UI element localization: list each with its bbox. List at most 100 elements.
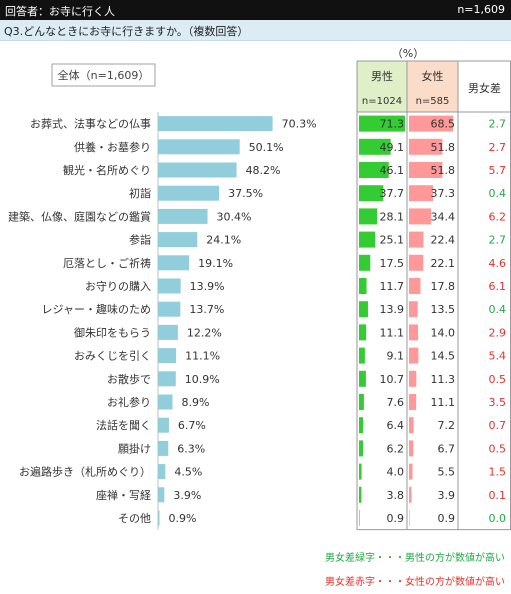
category-label: その他 [118, 512, 151, 525]
female-bar [409, 138, 443, 155]
male-bar [359, 254, 371, 271]
female-value: 51.8 [431, 141, 456, 154]
bar [158, 394, 173, 410]
male-value: 4.0 [387, 466, 405, 479]
bar [158, 139, 240, 155]
male-value: 6.4 [387, 419, 405, 432]
bar-value-label: 8.9% [182, 396, 210, 409]
bar [158, 440, 169, 456]
female-value: 3.9 [438, 489, 456, 502]
bar-value-label: 19.1% [198, 257, 233, 270]
male-value: 28.1 [380, 210, 405, 223]
bar-value-label: 4.5% [174, 466, 202, 479]
bar [158, 255, 190, 271]
bar-value-label: 48.2% [246, 164, 281, 177]
female-bar [409, 324, 419, 341]
diff-value: 0.5 [489, 442, 507, 455]
diff-value: 6.2 [489, 210, 507, 223]
male-bar [359, 162, 389, 178]
female-value: 7.2 [438, 419, 456, 432]
male-bar [359, 208, 378, 225]
female-header-bg [407, 61, 458, 112]
diff-value: 0.4 [489, 303, 507, 316]
diff-header-label: 男女差 [468, 81, 501, 95]
female-value: 34.4 [431, 210, 456, 223]
bar-value-label: 13.9% [190, 280, 225, 293]
female-bar [409, 347, 419, 364]
male-bar [359, 370, 366, 387]
male-bar [359, 463, 362, 480]
bar [158, 510, 160, 526]
female-header-label: 女性 [422, 69, 444, 83]
bar [158, 417, 169, 433]
bar-value-label: 30.4% [217, 210, 252, 223]
bar-value-label: 12.2% [187, 326, 222, 339]
diff-value: 1.5 [489, 466, 507, 479]
unit-label: （%） [392, 47, 424, 60]
category-label: 観光・名所めぐり [63, 163, 151, 177]
diff-value: 0.5 [489, 373, 507, 386]
total-label-box [51, 63, 156, 87]
female-value: 11.3 [431, 373, 456, 386]
header-count: n=1,609 [457, 3, 505, 16]
female-value: 11.1 [431, 396, 456, 409]
female-value: 51.8 [431, 164, 456, 177]
bar [158, 232, 198, 248]
male-bar [359, 486, 362, 503]
bar-value-label: 6.7% [178, 419, 206, 432]
diff-value: 5.7 [489, 164, 507, 177]
male-bar [359, 278, 367, 294]
category-label: おみくじを引く [74, 349, 151, 363]
diff-value: 0.7 [489, 419, 507, 432]
diff-value: 0.4 [489, 187, 507, 200]
male-header-bg [357, 61, 407, 112]
male-value: 6.2 [387, 442, 405, 455]
bar-value-label: 70.3% [282, 118, 317, 131]
female-bar [409, 417, 414, 434]
female-bar [409, 463, 413, 480]
diff-value: 3.5 [489, 396, 507, 409]
female-bar [409, 185, 434, 202]
male-bar [359, 231, 376, 248]
female-bar [409, 115, 454, 132]
bar [158, 371, 176, 387]
male-value: 37.7 [380, 187, 405, 200]
diff-value: 5.4 [489, 350, 507, 363]
male-bar [359, 510, 360, 526]
male-bar [359, 417, 364, 434]
bar [158, 185, 220, 201]
category-label: 供養・お墓参り [74, 140, 151, 154]
diff-value: 2.9 [489, 326, 507, 339]
diff-value: 2.7 [489, 141, 507, 154]
male-value: 10.7 [380, 373, 405, 386]
male-bar [359, 185, 384, 202]
female-bar [409, 440, 414, 457]
bar-value-label: 24.1% [206, 234, 241, 247]
diff-value: 4.6 [489, 257, 507, 270]
category-label: お散歩で [107, 372, 151, 386]
male-value: 0.9 [387, 512, 405, 525]
female-value: 14.5 [431, 350, 456, 363]
category-label: 建築、仏像、庭園などの鑑賞 [8, 209, 151, 223]
female-bar [409, 394, 417, 410]
category-label: レジャー・趣味のため [42, 302, 151, 316]
category-label: 願掛け [118, 441, 151, 455]
bar [158, 324, 178, 340]
question-text: Q3.どんなときにお寺に行きますか。（複数回答） [4, 25, 249, 38]
male-value: 11.7 [380, 280, 405, 293]
bar [158, 348, 177, 364]
bar [158, 487, 165, 503]
male-header-label: 男性 [371, 69, 393, 83]
male-bar [359, 115, 405, 132]
male-value: 17.5 [380, 257, 405, 270]
female-value: 17.8 [431, 280, 456, 293]
male-value: 11.1 [380, 326, 405, 339]
bar [158, 464, 166, 480]
male-bar [359, 394, 364, 410]
category-label: 初詣 [129, 186, 151, 200]
bar-value-label: 10.9% [185, 373, 220, 386]
male-header-n: n=1024 [362, 96, 402, 107]
female-bar [409, 301, 418, 318]
question-bar: Q3.どんなときにお寺に行きますか。（複数回答） [0, 20, 511, 41]
total-label: 全体（n=1,609） [58, 68, 150, 82]
